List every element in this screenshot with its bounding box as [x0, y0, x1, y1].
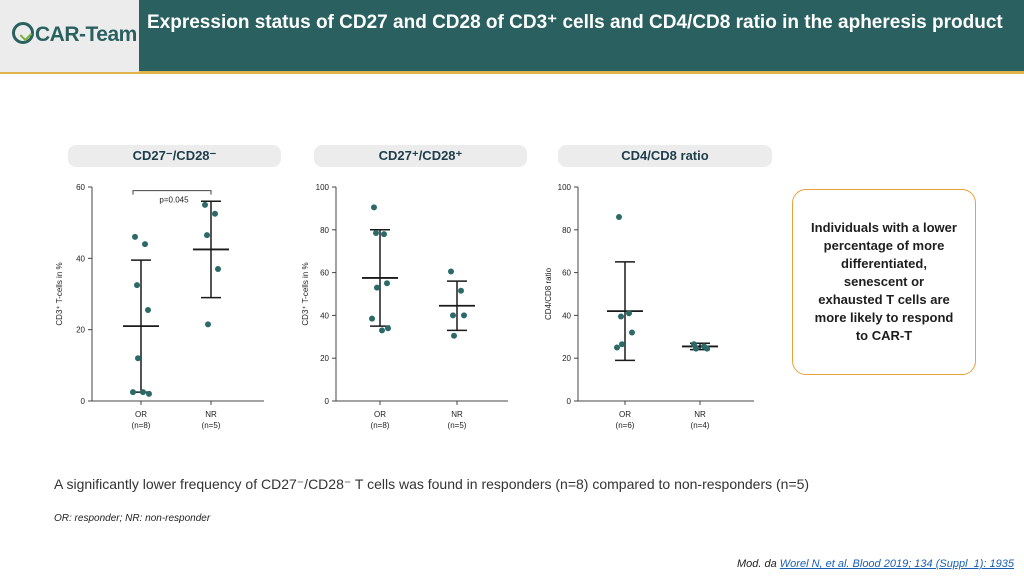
logo-text: CAR-Team — [35, 23, 137, 46]
data-point — [212, 210, 218, 217]
data-point — [142, 241, 148, 248]
data-point — [618, 313, 624, 320]
y-tick-label: 80 — [562, 226, 571, 235]
x-tick-sublabel: (n=8) — [371, 421, 390, 430]
data-point — [145, 307, 151, 314]
x-tick-sublabel: (n=5) — [448, 421, 467, 430]
x-tick-label: NR — [451, 410, 463, 419]
x-tick-sublabel: (n=6) — [616, 421, 635, 430]
y-axis-label: CD4/CD8 ratio — [544, 267, 553, 320]
data-point — [373, 230, 379, 237]
data-point — [371, 204, 377, 211]
chart-3-title: CD4/CD8 ratio — [558, 145, 772, 167]
y-tick-label: 20 — [320, 354, 329, 363]
y-tick-label: 40 — [76, 254, 85, 263]
y-tick-label: 60 — [562, 269, 571, 278]
chart-2-title: CD27⁺/CD28⁺ — [314, 145, 527, 167]
header-bar — [0, 0, 1024, 72]
data-point — [381, 231, 387, 238]
data-point — [626, 310, 632, 317]
data-point — [704, 345, 710, 352]
y-tick-label: 0 — [81, 397, 86, 406]
data-point — [693, 345, 699, 352]
source-citation: Mod. da Worel N, et al. Blood 2019; 134 … — [737, 558, 1014, 570]
x-tick-label: NR — [694, 410, 706, 419]
y-tick-label: 20 — [562, 354, 571, 363]
data-point — [202, 201, 208, 208]
chart-1-title: CD27⁻/CD28⁻ — [68, 145, 281, 167]
data-point — [379, 327, 385, 334]
data-point — [458, 287, 464, 294]
page-title: Expression status of CD27 and CD28 of CD… — [147, 12, 1003, 33]
data-point — [614, 344, 620, 351]
y-tick-label: 60 — [320, 269, 329, 278]
data-point — [619, 341, 625, 348]
data-point — [134, 282, 140, 289]
x-tick-sublabel: (n=5) — [202, 421, 221, 430]
data-point — [369, 315, 375, 322]
x-tick-sublabel: (n=4) — [691, 421, 710, 430]
header-accent-line — [0, 71, 1024, 74]
x-tick-label: OR — [619, 410, 631, 419]
y-axis-label: CD3⁺ T-cells in % — [55, 262, 64, 325]
y-tick-label: 100 — [316, 183, 330, 192]
y-tick-label: 0 — [325, 397, 330, 406]
data-point — [374, 284, 380, 291]
x-tick-sublabel: (n=8) — [132, 421, 151, 430]
source-reference-link[interactable]: Worel N, et al. Blood 2019; 134 (Suppl_1… — [779, 558, 1014, 570]
data-point — [448, 268, 454, 275]
car-team-logo: CAR-Team — [12, 22, 137, 47]
y-axis-label: CD3⁺ T-cells in % — [301, 262, 310, 325]
y-tick-label: 60 — [76, 183, 85, 192]
p-value-label: p=0.045 — [159, 196, 189, 205]
x-tick-label: NR — [205, 410, 217, 419]
y-tick-label: 100 — [558, 183, 572, 192]
data-point — [450, 312, 456, 319]
data-point — [130, 389, 136, 396]
data-point — [205, 321, 211, 328]
x-tick-label: OR — [135, 410, 147, 419]
y-tick-label: 0 — [567, 397, 572, 406]
y-tick-label: 20 — [76, 326, 85, 335]
callout-box: Individuals with a lower percentage of m… — [792, 189, 976, 375]
logo-box: CAR-Team — [0, 0, 139, 72]
data-point — [461, 312, 467, 319]
data-point — [451, 332, 457, 339]
source-prefix: Mod. da — [736, 558, 777, 570]
finding-text: A significantly lower frequency of CD27⁻… — [54, 476, 810, 492]
data-point — [385, 325, 391, 332]
significance-bracket — [132, 190, 212, 195]
data-point — [135, 355, 141, 362]
x-tick-label: OR — [374, 410, 386, 419]
logo-check-icon — [12, 22, 34, 44]
data-point — [146, 390, 152, 397]
data-point — [629, 329, 635, 336]
data-point — [215, 266, 221, 273]
footnote: OR: responder; NR: non-responder — [54, 513, 211, 524]
data-point — [140, 389, 146, 396]
callout-text: Individuals with a lower percentage of m… — [811, 220, 957, 343]
data-point — [132, 233, 138, 240]
data-point — [616, 213, 622, 220]
y-tick-label: 80 — [320, 226, 329, 235]
y-tick-label: 40 — [320, 311, 329, 320]
data-point — [204, 232, 210, 239]
y-tick-label: 40 — [562, 311, 571, 320]
data-point — [384, 280, 390, 287]
